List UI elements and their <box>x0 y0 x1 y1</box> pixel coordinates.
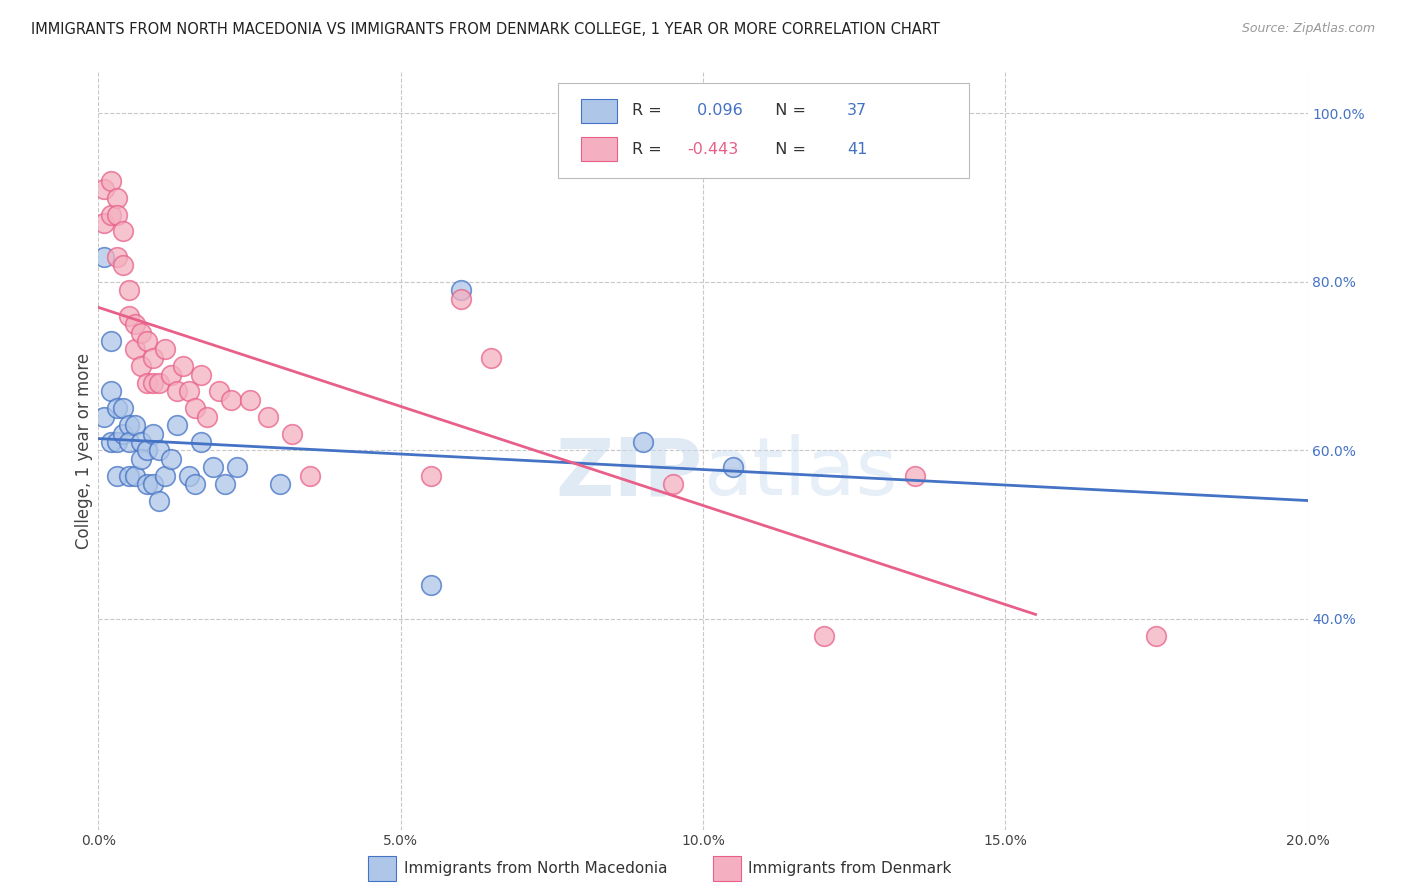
Point <box>93 216 115 230</box>
Y-axis label: College, 1 year or more: College, 1 year or more <box>75 352 93 549</box>
Point <box>129 326 152 340</box>
Point <box>93 182 115 196</box>
Point <box>118 435 141 450</box>
Point <box>111 426 134 441</box>
Text: ZIP: ZIP <box>555 434 703 512</box>
Point <box>239 392 262 407</box>
Point <box>184 477 207 491</box>
Point <box>166 384 188 399</box>
Point <box>129 451 152 466</box>
Text: 37: 37 <box>846 103 868 119</box>
Point <box>214 477 236 491</box>
Point <box>105 401 128 416</box>
Point <box>269 477 291 491</box>
Point <box>129 359 152 374</box>
Point <box>100 334 122 348</box>
Point <box>142 477 165 491</box>
Point <box>129 435 152 450</box>
Text: 0.096: 0.096 <box>692 103 742 119</box>
Point <box>184 401 207 416</box>
Text: N =: N = <box>765 103 811 119</box>
Point <box>190 435 212 450</box>
Point <box>142 376 165 390</box>
Point <box>135 443 157 458</box>
Point <box>148 443 170 458</box>
Point <box>661 477 683 491</box>
Point <box>160 368 183 382</box>
Point <box>420 468 443 483</box>
Point <box>160 451 183 466</box>
Point <box>135 477 157 491</box>
Point <box>179 468 201 483</box>
Point <box>105 435 128 450</box>
Point <box>93 409 115 424</box>
Point <box>481 351 503 365</box>
Point <box>105 250 128 264</box>
Point <box>111 258 134 272</box>
Point <box>299 468 322 483</box>
Point <box>172 359 194 374</box>
Point <box>118 418 141 433</box>
Point <box>420 578 443 592</box>
Text: Source: ZipAtlas.com: Source: ZipAtlas.com <box>1241 22 1375 36</box>
Point <box>226 460 249 475</box>
FancyBboxPatch shape <box>581 99 617 123</box>
Text: N =: N = <box>765 142 811 157</box>
Point <box>221 392 243 407</box>
Point <box>124 343 146 357</box>
Point <box>105 468 128 483</box>
Point <box>124 317 146 331</box>
Point <box>190 368 212 382</box>
Point <box>195 409 218 424</box>
Point <box>166 418 188 433</box>
Point <box>124 418 146 433</box>
Text: IMMIGRANTS FROM NORTH MACEDONIA VS IMMIGRANTS FROM DENMARK COLLEGE, 1 YEAR OR MO: IMMIGRANTS FROM NORTH MACEDONIA VS IMMIG… <box>31 22 939 37</box>
Point <box>124 468 146 483</box>
Text: -0.443: -0.443 <box>688 142 738 157</box>
Point <box>153 468 176 483</box>
Point <box>142 426 165 441</box>
Point <box>723 460 745 475</box>
Text: Immigrants from North Macedonia: Immigrants from North Macedonia <box>404 862 666 876</box>
Text: R =: R = <box>631 103 666 119</box>
Point <box>256 409 278 424</box>
Point <box>450 292 472 306</box>
Point <box>148 494 170 508</box>
Point <box>450 284 472 298</box>
Point <box>135 334 157 348</box>
Point <box>1144 629 1167 643</box>
Text: Immigrants from Denmark: Immigrants from Denmark <box>748 862 952 876</box>
Point <box>148 376 170 390</box>
FancyBboxPatch shape <box>581 137 617 161</box>
Point <box>105 208 128 222</box>
Point <box>100 174 122 188</box>
Point <box>93 250 115 264</box>
Point <box>118 309 141 323</box>
Point <box>118 284 141 298</box>
FancyBboxPatch shape <box>558 83 969 178</box>
Point <box>135 376 157 390</box>
Point <box>281 426 304 441</box>
Text: atlas: atlas <box>703 434 897 512</box>
Point <box>208 384 231 399</box>
Point <box>118 468 141 483</box>
Point <box>202 460 225 475</box>
Point <box>904 468 927 483</box>
Point <box>105 191 128 205</box>
Point <box>153 343 176 357</box>
Text: 41: 41 <box>846 142 868 157</box>
Point <box>100 384 122 399</box>
Text: R =: R = <box>631 142 666 157</box>
Point <box>631 435 654 450</box>
Point <box>142 351 165 365</box>
Point <box>813 629 835 643</box>
Point <box>179 384 201 399</box>
Point <box>100 208 122 222</box>
Point <box>111 401 134 416</box>
Point <box>111 224 134 238</box>
Point <box>100 435 122 450</box>
